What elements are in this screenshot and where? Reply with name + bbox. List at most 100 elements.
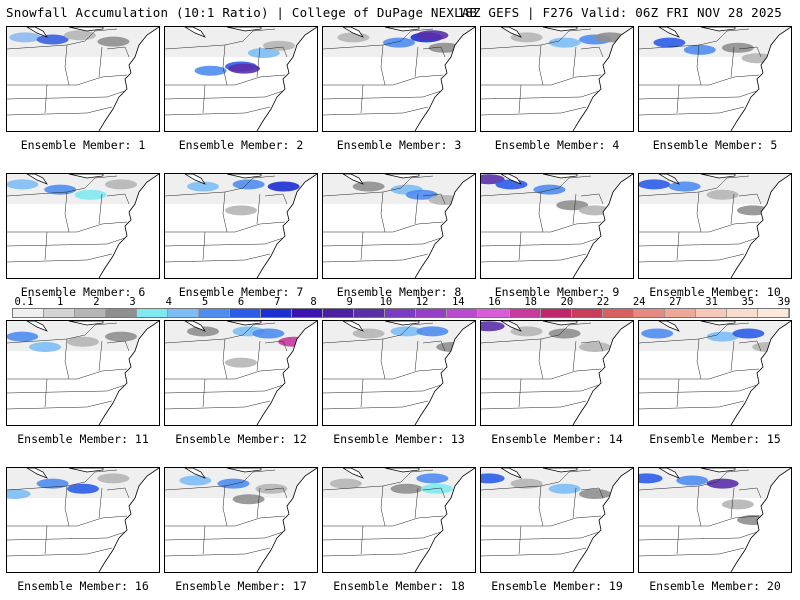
snow-shading [247, 48, 280, 58]
snowfall-map [6, 26, 160, 132]
state-border [481, 221, 602, 233]
lake-ontario [226, 468, 262, 473]
state-border [7, 74, 128, 86]
ocean [415, 468, 475, 572]
state-border [422, 46, 446, 58]
coastline [730, 468, 791, 572]
lake-ontario [542, 321, 578, 326]
state-border [44, 84, 48, 114]
colorbar-label: 39 [777, 296, 791, 308]
ocean [731, 468, 791, 572]
lake-ontario [384, 468, 420, 473]
lake-ontario [700, 27, 736, 32]
lake-erie [184, 174, 206, 185]
colorbar-swatch [75, 309, 107, 317]
state-border [323, 515, 444, 527]
state-border [323, 237, 442, 247]
snowfall-map [164, 320, 318, 426]
member-label: Ensemble Member: 18 [333, 579, 465, 593]
state-border [738, 340, 762, 352]
coastline [414, 468, 475, 572]
coastline [730, 174, 791, 278]
snow-shading [732, 328, 765, 339]
state-border [639, 531, 758, 541]
snowfall-map [164, 467, 318, 573]
state-border [481, 74, 602, 86]
state-border [242, 469, 276, 483]
colorbar-swatch [416, 309, 448, 317]
snow-shading [416, 30, 449, 41]
snow-shading [721, 499, 754, 510]
snow-shading [428, 42, 461, 53]
state-border [64, 338, 70, 380]
colorbar-label: 18 [524, 296, 538, 308]
state-border [380, 191, 386, 233]
lake-erie [658, 27, 680, 38]
state-border [639, 400, 745, 410]
state-border [165, 384, 284, 394]
state-border [696, 44, 702, 86]
state-border [242, 322, 276, 336]
state-border [242, 28, 276, 42]
snow-shading [105, 331, 137, 342]
state-border [64, 44, 70, 86]
state-border [481, 531, 600, 541]
coastline [730, 321, 791, 425]
colorbar-swatch [571, 309, 603, 317]
state-border [7, 221, 128, 233]
snowfall-map [638, 173, 792, 279]
colorbar-label: 20 [560, 296, 574, 308]
colorbar-label: 16 [488, 296, 501, 308]
state-border [7, 515, 128, 527]
state-border [84, 28, 118, 42]
lake-erie [26, 174, 48, 185]
state-border [106, 46, 130, 58]
state-border [481, 400, 587, 410]
colorbar-label: 9 [346, 296, 353, 308]
member-label: Ensemble Member: 19 [491, 579, 623, 593]
state-border [98, 46, 103, 78]
state-border [98, 340, 103, 372]
state-border [222, 44, 228, 86]
ocean [99, 321, 159, 425]
snow-shading [44, 184, 77, 195]
snowfall-map [322, 467, 476, 573]
member-label: Ensemble Member: 15 [649, 432, 781, 446]
state-border [360, 84, 364, 114]
coastline [256, 321, 317, 425]
snow-shading [67, 483, 99, 494]
state-border [716, 322, 750, 336]
state-border [400, 175, 434, 189]
colorbar-label: 6 [237, 296, 245, 308]
state-border [264, 487, 288, 499]
state-border [323, 400, 429, 410]
snow-shading [267, 181, 300, 192]
snow-shading [29, 342, 61, 352]
state-border [84, 469, 118, 483]
lake-ontario [700, 321, 736, 326]
state-border [7, 384, 126, 394]
state-border [716, 28, 750, 42]
lake-erie [500, 321, 522, 332]
member-label: Ensemble Member: 4 [494, 138, 620, 152]
snowfall-map [322, 26, 476, 132]
state-border [558, 469, 592, 483]
colorbar-swatch [44, 309, 76, 317]
state-border [165, 90, 284, 100]
lake-ontario [68, 468, 104, 473]
state-border [7, 368, 128, 380]
state-border [639, 384, 758, 394]
lake-erie [658, 174, 680, 185]
ocean [415, 27, 475, 131]
state-border [380, 44, 386, 86]
state-border [696, 338, 702, 380]
colorbar-swatch [106, 309, 138, 317]
snow-shading [352, 328, 385, 339]
state-border [518, 231, 522, 261]
ocean [99, 27, 159, 131]
state-border [676, 525, 680, 555]
snowfall-map [6, 467, 160, 573]
state-border [414, 487, 419, 519]
run-valid-time: 18Z GEFS | F276 Valid: 06Z FRI NOV 28 20… [457, 5, 782, 20]
